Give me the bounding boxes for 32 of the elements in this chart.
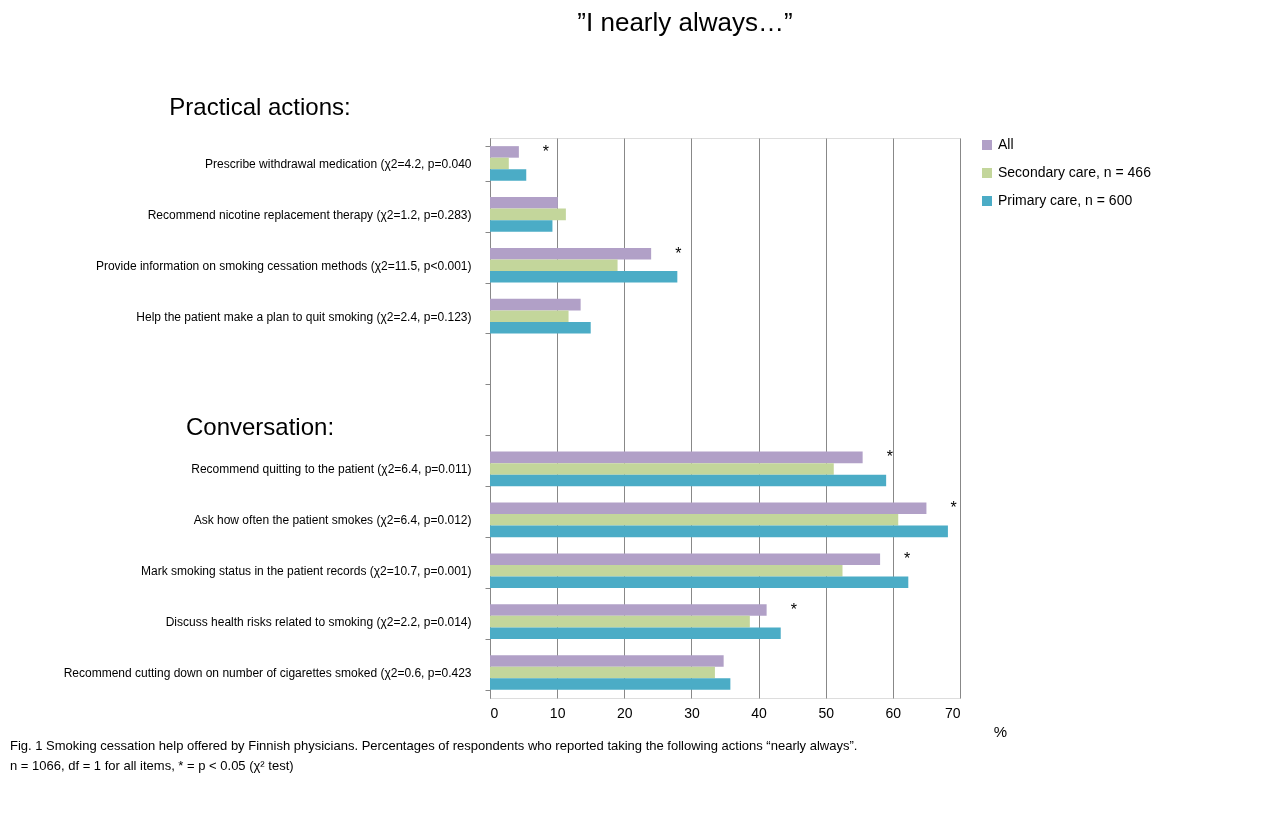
text: Practical actions: (169, 93, 351, 120)
x-tick-label: 60 (885, 704, 902, 721)
data-label: * (950, 499, 957, 517)
y-tick-label: Provide information on smoking cessation methods (χ2=11.5, p<0.001) (95, 258, 472, 273)
x-tick-label: 30 (684, 704, 700, 721)
data-label: * (790, 601, 797, 619)
x-axis-title: % (993, 722, 1008, 740)
data-label: * (886, 448, 893, 466)
chart-title: ”I nearly always…” (577, 7, 793, 37)
data-label: * (542, 142, 550, 160)
caption: Fig. 1 Smoking cessation help offered by Finnish physicians. Percentages of respondents who reported taking the following actions “nearly always”. (10, 738, 858, 753)
y-tick-label: Discuss health risks related to smoking (χ2=2.2, p=0.014) (165, 615, 472, 630)
y-tick-label: Ask how often the patient smokes (χ2=6.4, p=0.012) (193, 513, 472, 528)
x-tick-label: 50 (818, 704, 835, 721)
x-tick-label: 10 (549, 704, 566, 721)
y-tick-label: Recommend cutting down on number of cigarettes smoked (χ2=0.6, p=0.423 (63, 666, 472, 681)
y-tick-label: Recommend quitting to the patient (χ2=6.4, p=0.011) (191, 462, 472, 477)
x-tick-label: 40 (751, 704, 768, 721)
legend-label: Primary care, n = 600 (998, 192, 1133, 208)
y-tick-label: Mark smoking status in the patient records (χ2=10.7, p=0.001) (141, 564, 472, 579)
x-tick-label: 0 (490, 704, 499, 721)
text: n = 1066, df = 1 for all items, * = p < 0.05 (χ² test) (10, 758, 294, 773)
text: Conversation: (185, 413, 335, 440)
data-label: * (904, 550, 911, 568)
y-tick-label: Recommend nicotine replacement therapy (χ2=1.2, p=0.283) (147, 207, 472, 222)
y-tick-label: Prescribe withdrawal medication (χ2=4.2, p=0.040 (205, 156, 472, 171)
y-tick-label: Help the patient make a plan to quit smoking (χ2=2.4, p=0.123) (136, 309, 472, 324)
legend-label: Secondary care, n = 466 (998, 164, 1152, 180)
x-tick-label: 70 (944, 704, 961, 721)
x-tick-label: 20 (617, 704, 633, 721)
data-label: * (675, 244, 682, 262)
legend-label: All (998, 136, 1014, 152)
